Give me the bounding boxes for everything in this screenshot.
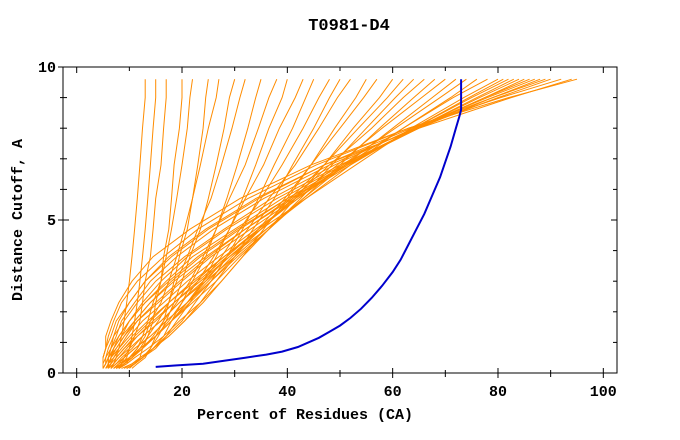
orange-curve xyxy=(102,78,504,369)
orange-curves-group xyxy=(102,78,578,369)
orange-curve xyxy=(113,78,436,369)
y-tick-label: 10 xyxy=(38,60,56,77)
orange-curve xyxy=(110,79,146,369)
x-axis-label: Percent of Residues (CA) xyxy=(197,407,413,424)
x-tick-label: 0 xyxy=(72,384,81,401)
orange-curve xyxy=(107,78,509,369)
orange-curve xyxy=(107,78,541,369)
y-tick-label: 5 xyxy=(47,213,56,230)
x-tick-label: 80 xyxy=(489,384,507,401)
orange-curve xyxy=(118,79,157,369)
orange-curve xyxy=(115,78,415,369)
x-tick-label: 100 xyxy=(590,384,617,401)
orange-curve xyxy=(126,79,315,369)
orange-curve xyxy=(107,78,530,369)
x-tick-label: 40 xyxy=(278,384,296,401)
orange-curve xyxy=(102,78,525,369)
orange-curve xyxy=(107,78,425,369)
orange-curve xyxy=(102,78,562,369)
plot-area: 0 20 40 60 80 100 0 5 10 xyxy=(38,60,618,401)
orange-curve xyxy=(102,78,578,369)
y-axis-ticks xyxy=(58,66,617,374)
orange-curve xyxy=(118,78,394,369)
x-axis-ticks xyxy=(76,67,604,378)
y-tick-label: 0 xyxy=(47,366,56,383)
orange-curve xyxy=(105,78,488,369)
orange-curve xyxy=(107,78,572,369)
blue-curve xyxy=(155,79,463,368)
orange-curve xyxy=(118,79,246,369)
chart-title: T0981-D4 xyxy=(308,17,390,36)
x-tick-label: 60 xyxy=(384,384,402,401)
x-tick-label: 20 xyxy=(173,384,191,401)
orange-curve xyxy=(110,78,478,369)
y-axis-label: Distance Cutoff, A xyxy=(10,139,27,301)
